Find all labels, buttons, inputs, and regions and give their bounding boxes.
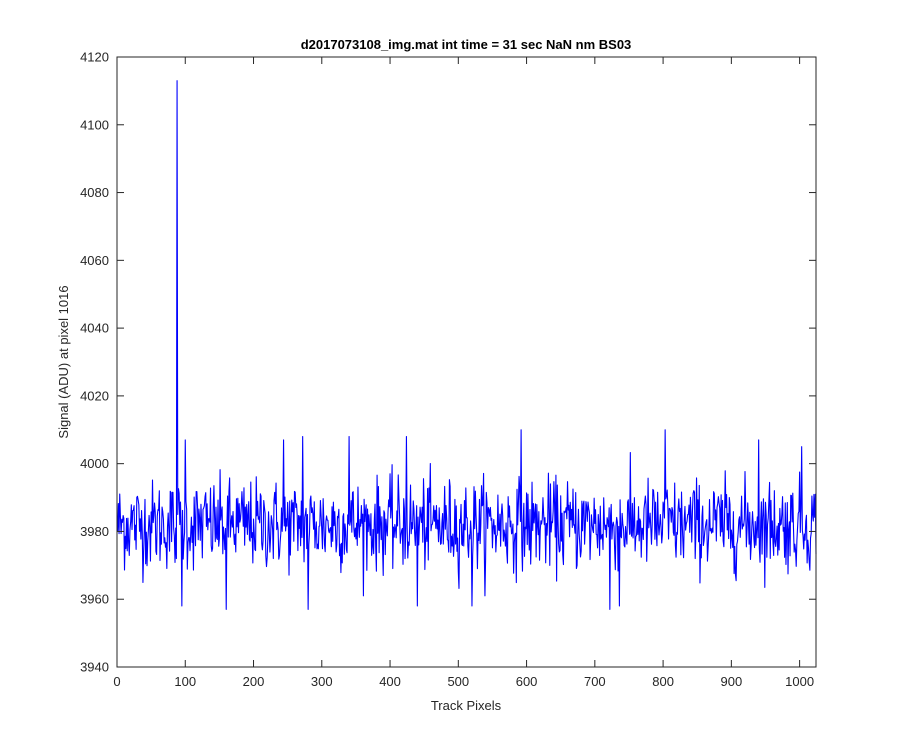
x-tick-label: 300 <box>311 674 333 689</box>
y-tick-label: 4120 <box>80 50 109 65</box>
y-tick-label: 4040 <box>80 321 109 336</box>
signal-series-line <box>117 80 817 610</box>
x-tick-label: 600 <box>516 674 538 689</box>
x-tick-label: 200 <box>243 674 265 689</box>
x-tick-label: 700 <box>584 674 606 689</box>
x-tick-label: 800 <box>652 674 674 689</box>
y-tick-label: 4060 <box>80 253 109 268</box>
y-tick-label: 3980 <box>80 524 109 539</box>
y-axis-label: Signal (ADU) at pixel 1016 <box>56 285 71 438</box>
x-tick-label: 500 <box>447 674 469 689</box>
plot-area <box>117 57 816 667</box>
x-tick-label: 400 <box>379 674 401 689</box>
x-tick-label: 0 <box>113 674 120 689</box>
y-tick-label: 4100 <box>80 117 109 132</box>
axes-layer <box>116 56 817 668</box>
chart-title: d2017073108_img.mat int time = 31 sec Na… <box>301 37 632 52</box>
x-tick-label: 100 <box>174 674 196 689</box>
y-tick-label: 4080 <box>80 185 109 200</box>
y-tick-label: 4000 <box>80 456 109 471</box>
x-axis-label: Track Pixels <box>431 698 502 713</box>
tick-layer: 0 100 200 300 400 500 600 700 800 900 1000 3940 3960… <box>80 50 816 689</box>
x-tick-label: 1000 <box>785 674 814 689</box>
series-layer <box>117 80 817 610</box>
y-tick-label: 3960 <box>80 592 109 607</box>
axes-box <box>116 56 817 668</box>
x-tick-label: 900 <box>721 674 743 689</box>
y-tick-label: 3940 <box>80 660 109 675</box>
y-tick-label: 4020 <box>80 388 109 403</box>
